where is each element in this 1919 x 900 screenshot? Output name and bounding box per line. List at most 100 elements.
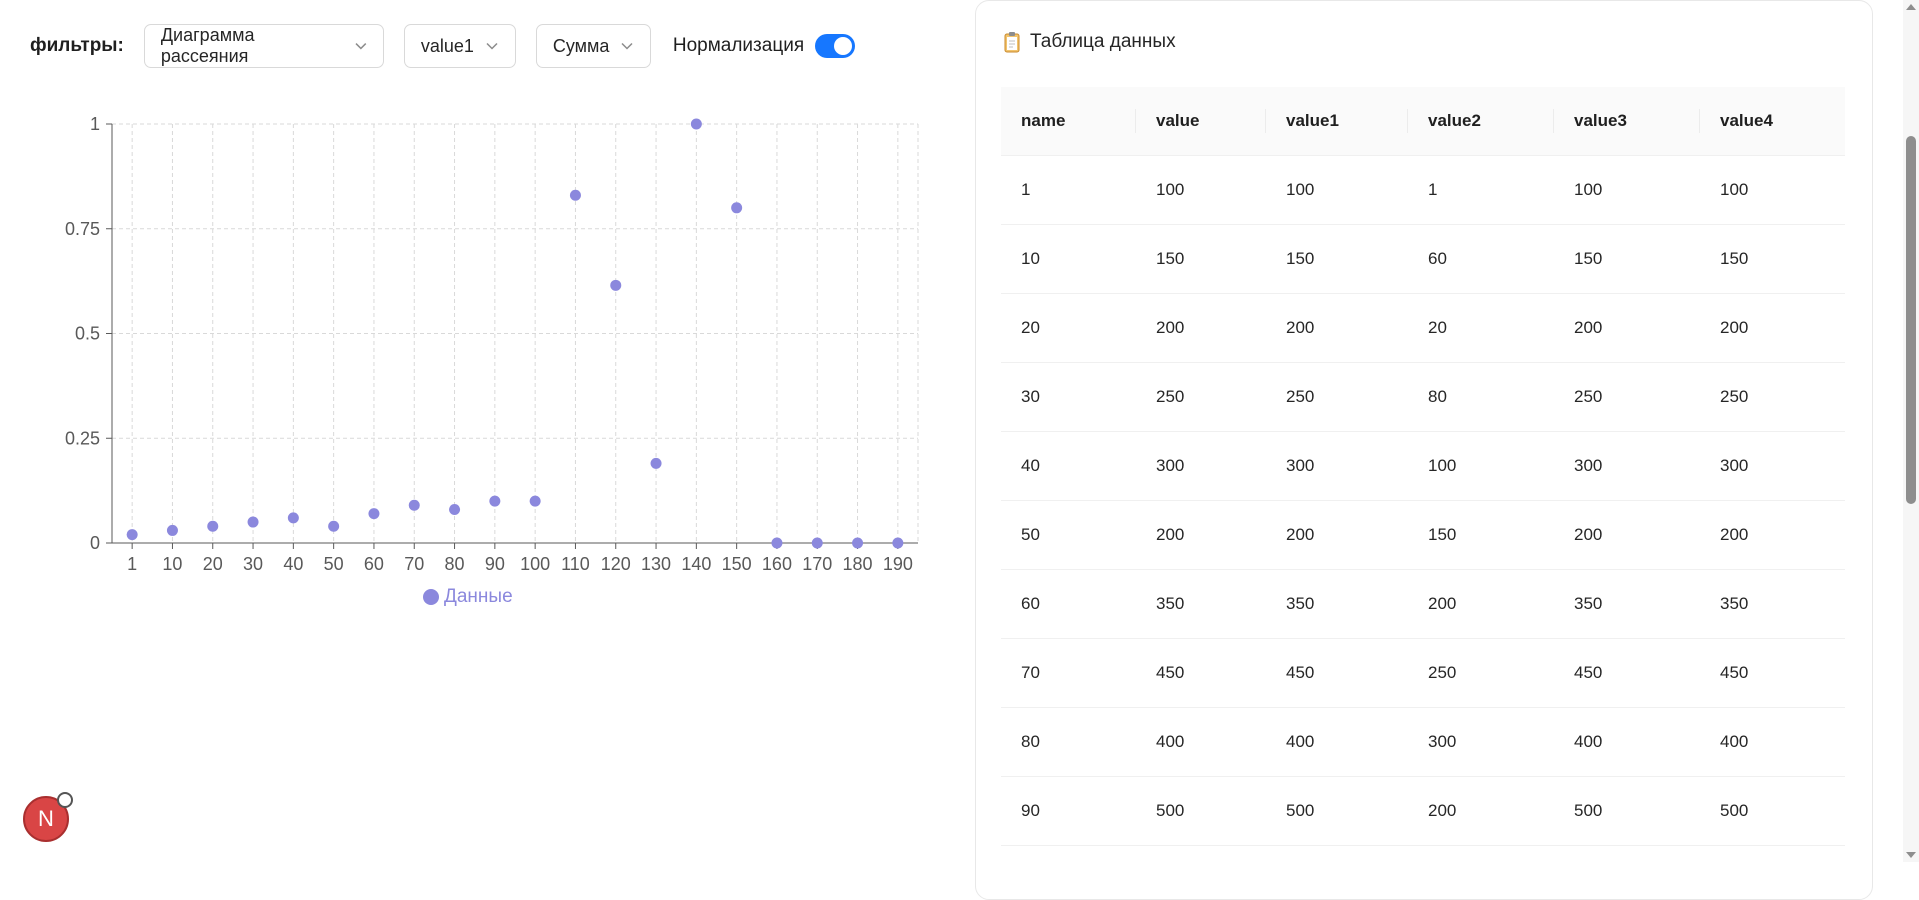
data-point[interactable] — [489, 495, 501, 507]
table-cell: 250 — [1700, 362, 1845, 432]
table-cell: 300 — [1408, 707, 1554, 777]
table-cell: 60 — [1001, 569, 1136, 639]
legend-label: Данные — [444, 586, 513, 607]
scrollbar-thumb[interactable] — [1906, 136, 1916, 504]
floating-action-button[interactable]: N — [23, 792, 73, 842]
data-point[interactable] — [610, 279, 622, 291]
table-cell: 20 — [1408, 293, 1554, 363]
data-point[interactable] — [771, 537, 783, 549]
table-cell: 80 — [1408, 362, 1554, 432]
chevron-down-icon — [621, 42, 633, 50]
x-tick-label: 90 — [485, 554, 505, 574]
table-cell: 250 — [1554, 362, 1700, 432]
table-cell: 300 — [1266, 431, 1408, 501]
page-scrollbar[interactable] — [1903, 0, 1919, 862]
table-cell: 500 — [1554, 776, 1700, 846]
table-cell: 1 — [1408, 155, 1554, 225]
data-point[interactable] — [166, 524, 178, 536]
data-point[interactable] — [449, 503, 461, 515]
table-cell: 10 — [1001, 224, 1136, 294]
table-cell: 200 — [1136, 500, 1266, 570]
legend-marker — [423, 589, 439, 605]
data-point[interactable] — [207, 520, 219, 532]
data-point[interactable] — [690, 118, 702, 130]
column-header-value4[interactable]: value4 — [1700, 87, 1845, 156]
data-point[interactable] — [529, 495, 541, 507]
table-row: 60 350 350 200 350 350 — [1001, 569, 1845, 639]
x-tick-label: 120 — [601, 554, 631, 574]
table-cell: 40 — [1001, 431, 1136, 501]
x-tick-label: 40 — [283, 554, 303, 574]
data-point[interactable] — [569, 189, 581, 201]
normalization-label: Нормализация — [672, 35, 805, 56]
x-tick-label: 60 — [364, 554, 384, 574]
data-point[interactable] — [650, 457, 662, 469]
table-cell: 30 — [1001, 362, 1136, 432]
data-point[interactable] — [247, 516, 259, 528]
table-body: 1 100 100 1 100 100 10 150 150 60 150 150 20 200 200 20… — [1001, 155, 1845, 846]
table-cell: 200 — [1554, 500, 1700, 570]
y-tick-label: 1 — [90, 114, 100, 134]
column-header-value1[interactable]: value1 — [1266, 87, 1408, 156]
table-cell: 450 — [1136, 638, 1266, 708]
x-tick-label: 180 — [843, 554, 873, 574]
x-tick-label: 140 — [681, 554, 711, 574]
table-cell: 50 — [1001, 500, 1136, 570]
data-point[interactable] — [287, 512, 299, 524]
data-point[interactable] — [408, 499, 420, 511]
normalization-toggle[interactable] — [815, 34, 856, 58]
scroll-up-arrow-icon[interactable] — [1906, 4, 1916, 10]
table-cell: 150 — [1408, 500, 1554, 570]
chevron-down-icon — [486, 42, 498, 50]
chevron-down-icon — [355, 43, 367, 50]
x-tick-label: 1 — [127, 554, 137, 574]
table-cell: 400 — [1136, 707, 1266, 777]
field-select[interactable]: value1 — [403, 24, 516, 68]
filters-bar: фильтры: Диаграмма рассеяния value1 Сумм… — [30, 22, 856, 70]
aggregation-select[interactable]: Сумма — [535, 24, 651, 68]
table-cell: 350 — [1700, 569, 1845, 639]
scroll-down-arrow-icon[interactable] — [1906, 852, 1916, 858]
column-header-value[interactable]: value — [1136, 87, 1266, 156]
fab-letter: N — [38, 806, 54, 831]
table-row: 70 450 450 250 450 450 — [1001, 638, 1845, 708]
table-cell: 200 — [1408, 776, 1554, 846]
data-point[interactable] — [368, 508, 380, 520]
column-header-value3[interactable]: value3 — [1554, 87, 1700, 156]
field-value: value1 — [420, 35, 474, 56]
table-cell: 200 — [1266, 293, 1408, 363]
y-tick-label: 0.75 — [65, 219, 100, 239]
table-cell: 70 — [1001, 638, 1136, 708]
x-tick-label: 100 — [520, 554, 550, 574]
table-cell: 300 — [1554, 431, 1700, 501]
data-point[interactable] — [811, 537, 823, 549]
table-cell: 100 — [1266, 155, 1408, 225]
table-cell: 350 — [1266, 569, 1408, 639]
chart-type-value: Диаграмма рассеяния — [160, 25, 255, 66]
x-tick-label: 130 — [641, 554, 671, 574]
table-cell: 150 — [1700, 224, 1845, 294]
data-point[interactable] — [892, 537, 904, 549]
data-point[interactable] — [852, 537, 864, 549]
table-row: 30 250 250 80 250 250 — [1001, 362, 1845, 432]
table-cell: 1 — [1001, 155, 1136, 225]
data-point[interactable] — [731, 202, 743, 214]
table-cell: 200 — [1266, 500, 1408, 570]
data-point[interactable] — [126, 529, 138, 541]
data-table: name value value1 value2 value3 value4 1 100 10… — [1001, 87, 1845, 846]
chart-type-select[interactable]: Диаграмма рассеяния — [143, 24, 384, 68]
column-header-value2[interactable]: value2 — [1408, 87, 1554, 156]
table-row: 20 200 200 20 200 200 — [1001, 293, 1845, 363]
table-cell: 250 — [1136, 362, 1266, 432]
clipboard-icon — [1004, 32, 1020, 53]
table-cell: 100 — [1136, 155, 1266, 225]
table-row: 50 200 200 150 200 200 — [1001, 500, 1845, 570]
table-cell: 60 — [1408, 224, 1554, 294]
table-cell: 500 — [1266, 776, 1408, 846]
data-point[interactable] — [328, 520, 340, 532]
chart-legend[interactable]: Данные — [423, 586, 513, 608]
column-header-name[interactable]: name — [1001, 87, 1136, 156]
x-tick-label: 150 — [722, 554, 752, 574]
table-cell: 90 — [1001, 776, 1136, 846]
